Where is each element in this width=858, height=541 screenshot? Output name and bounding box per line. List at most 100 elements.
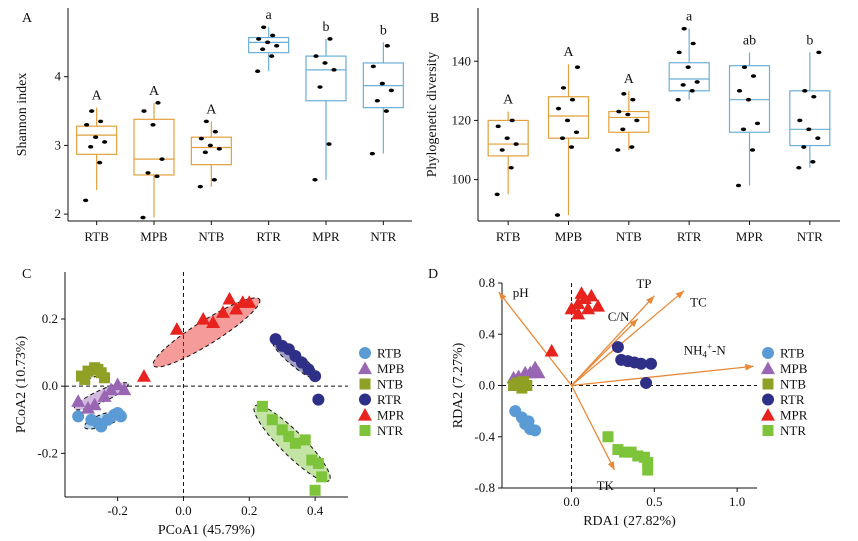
point-RTB <box>91 417 104 430</box>
vector-line <box>571 365 754 387</box>
point-NTR <box>309 484 321 496</box>
data-point <box>509 118 515 123</box>
legend-label: NTB <box>377 377 403 392</box>
data-point <box>202 150 208 155</box>
data-point <box>801 145 807 149</box>
legend-label: MPR <box>780 408 808 423</box>
data-point <box>504 136 510 140</box>
y-tick-label: 0.4 <box>479 326 496 341</box>
point-MPB <box>117 382 132 396</box>
data-point <box>749 148 756 152</box>
data-point <box>207 143 213 148</box>
data-point <box>331 68 337 72</box>
data-point <box>810 160 816 164</box>
vector-arrowhead <box>675 290 685 299</box>
data-point <box>150 123 156 127</box>
data-point <box>495 124 501 129</box>
box-NTB <box>608 110 650 133</box>
legend-label: NTR <box>780 423 806 438</box>
y-tick-label: 140 <box>452 53 472 68</box>
vector-label: TP <box>636 276 651 291</box>
data-point <box>83 198 89 203</box>
x-tick-label: NTB <box>198 229 224 244</box>
data-point <box>89 109 95 113</box>
data-point <box>260 47 266 52</box>
point-NTR <box>276 424 288 436</box>
point-NTB <box>79 373 91 385</box>
data-point <box>140 215 146 220</box>
data-point <box>816 50 822 55</box>
legend-marker-RTB <box>762 347 774 359</box>
x-tick-label: MPR <box>312 229 340 244</box>
legend-marker-MPR <box>761 408 775 421</box>
y-tick-label: 0.0 <box>42 378 58 393</box>
point-NTR <box>289 437 301 449</box>
legend-marker-NTB <box>359 378 371 390</box>
point-MPR <box>229 301 244 315</box>
point-RTR <box>309 370 322 383</box>
panel-label: C <box>22 267 31 282</box>
data-point <box>98 119 104 124</box>
vector-label: TK <box>597 478 615 493</box>
data-point <box>564 118 571 123</box>
point-MPR <box>215 305 230 318</box>
data-point <box>261 25 267 30</box>
point-MPR <box>222 291 237 305</box>
legend-marker-NTR <box>359 425 371 436</box>
data-point <box>198 136 204 141</box>
significance-letter: b <box>806 33 813 48</box>
data-point <box>102 140 108 144</box>
panel-b: B 100 120 140 Phylogenetic diversity RTB A MPB A… <box>425 8 840 244</box>
y-tick-label: 0.2 <box>42 311 58 326</box>
data-point <box>327 37 333 41</box>
data-point <box>494 192 500 197</box>
legend-label: NTB <box>780 377 806 392</box>
y-tick-label: 2 <box>55 206 62 221</box>
legend-marker-MPR <box>358 408 372 421</box>
data-point <box>616 109 622 114</box>
data-point <box>317 85 323 89</box>
data-point <box>369 151 375 156</box>
data-point <box>256 37 262 41</box>
point-RTR <box>312 393 325 406</box>
point-NTB <box>516 382 528 394</box>
significance-letter: a <box>686 10 693 25</box>
data-point <box>754 121 761 126</box>
point-MPB <box>97 389 112 402</box>
data-point <box>736 89 743 93</box>
vector-label: C/N <box>608 309 630 324</box>
legend-marker-NTR <box>762 425 774 436</box>
point-NTR <box>283 431 295 443</box>
box-MPB <box>133 118 175 176</box>
data-point <box>312 177 318 182</box>
box-MPR <box>728 65 771 133</box>
data-point <box>203 119 209 124</box>
data-point <box>620 127 626 132</box>
data-point <box>569 97 576 102</box>
point-MPR <box>206 315 221 328</box>
vector-arrowhead <box>629 318 638 328</box>
legend-marker-NTB <box>762 378 774 390</box>
x-tick-label: NTB <box>616 229 642 244</box>
legend-marker-MPB <box>761 361 775 375</box>
data-point <box>97 160 103 165</box>
panel-label: A <box>22 11 33 26</box>
point-NTB <box>92 363 104 375</box>
data-point <box>554 213 561 217</box>
y-tick-label: -0.4 <box>474 429 495 444</box>
box-RTR <box>668 62 710 92</box>
data-point <box>555 106 562 111</box>
data-point <box>680 83 686 87</box>
data-point <box>796 165 802 170</box>
data-point <box>313 54 319 58</box>
point-RTB <box>114 410 127 423</box>
data-point <box>615 148 621 152</box>
data-point <box>634 118 640 123</box>
data-point <box>326 142 332 146</box>
data-point <box>322 61 328 65</box>
point-MPR <box>544 343 559 357</box>
data-point <box>689 89 695 93</box>
y-tick-label: 0.8 <box>479 275 495 290</box>
data-point <box>559 136 566 140</box>
data-point <box>370 64 376 69</box>
